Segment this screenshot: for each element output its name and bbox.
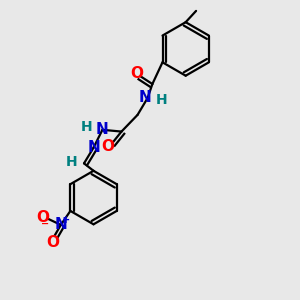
Text: O: O [130,66,143,81]
Text: +: + [62,215,70,225]
Text: H: H [66,155,77,169]
Text: −: − [41,218,49,228]
Text: O: O [46,235,59,250]
Text: H: H [156,93,168,107]
Text: O: O [101,139,114,154]
Text: N: N [96,122,109,137]
Text: N: N [139,91,152,106]
Text: N: N [55,218,67,232]
Text: H: H [81,120,93,134]
Text: N: N [87,140,100,155]
Text: O: O [37,210,50,225]
